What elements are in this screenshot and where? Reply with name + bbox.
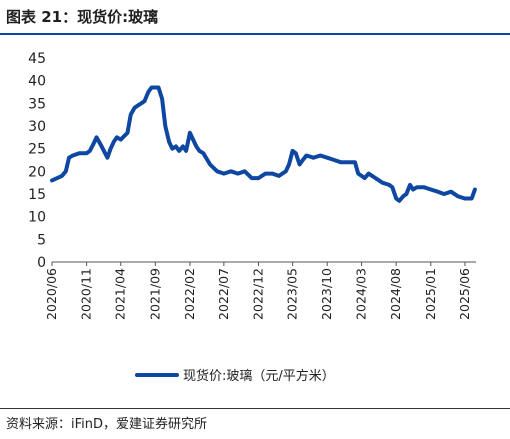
y-tick-label: 25: [28, 142, 46, 158]
x-tick-label: 2022/02: [182, 268, 197, 320]
x-tick-label: 2021/09: [147, 268, 162, 320]
x-tick-label: 2020/06: [44, 268, 59, 320]
y-tick-label: 15: [28, 187, 46, 203]
price-line-chart: 0 5 10 15 20 25 30 35 40 45 2020/06 2020/11 2021/04…: [28, 51, 477, 384]
y-tick-label: 10: [28, 210, 46, 226]
y-tick-label: 35: [28, 96, 46, 112]
y-tick-label: 20: [28, 164, 46, 180]
x-tick-label: 2024/03: [354, 268, 369, 320]
x-tick-label: 2022/12: [250, 268, 265, 320]
y-tick-label: 30: [28, 119, 46, 135]
x-tick-label: 2025/01: [423, 268, 438, 320]
source-note: 资料来源：iFinD，爱建证券研究所: [6, 417, 208, 432]
figure-title: 图表 21：现货价:玻璃: [6, 8, 159, 26]
x-tick-label: 2021/04: [113, 268, 128, 320]
x-tick-label: 2025/06: [457, 268, 472, 320]
x-tick-label: 2023/10: [319, 268, 334, 320]
x-tick-label: 2020/11: [79, 268, 94, 320]
y-tick-label: 0: [37, 255, 46, 271]
series-line: [50, 85, 477, 203]
x-tick-label: 2024/08: [388, 268, 403, 320]
source-rule: [0, 408, 510, 409]
title-rule: [0, 33, 510, 35]
x-tick-label: 2023/05: [285, 268, 300, 320]
y-axis: 0 5 10 15 20 25 30 35 40 45: [28, 51, 46, 271]
legend-label: 现货价:玻璃（元/平方米）: [183, 368, 335, 384]
series-layer: [50, 85, 477, 203]
x-axis: 2020/06 2020/11 2021/04 2021/09 2022/02 2022/…: [44, 261, 476, 320]
legend: 现货价:玻璃（元/平方米）: [135, 368, 335, 384]
y-tick-label: 5: [37, 232, 46, 248]
x-tick-label: 2022/07: [216, 268, 231, 320]
y-tick-label: 40: [28, 74, 46, 90]
y-tick-label: 45: [28, 51, 46, 67]
